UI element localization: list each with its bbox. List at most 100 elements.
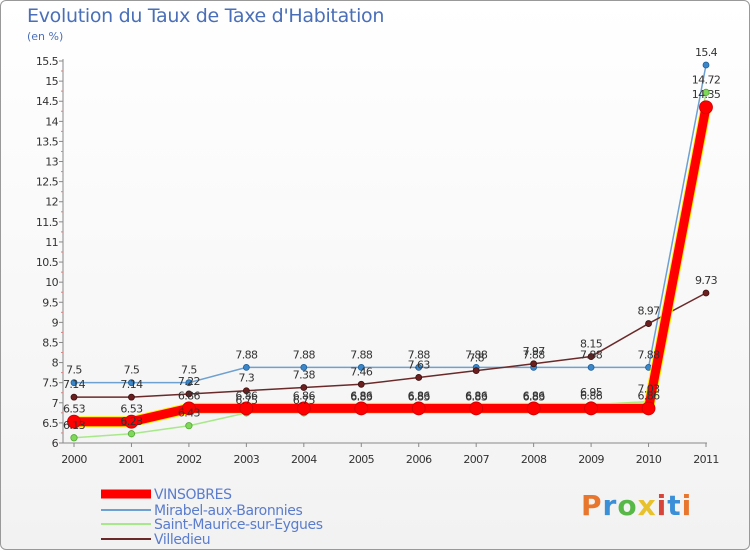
data-point [472, 367, 480, 375]
data-label: 6.53 [120, 403, 143, 416]
series-line-3 [74, 292, 707, 398]
y-tick-label: 6.5 [42, 417, 58, 430]
data-label: 14.72 [692, 73, 721, 86]
data-point [587, 353, 595, 360]
logo-letter: t [667, 489, 682, 522]
data-label: 6.86 [178, 389, 201, 402]
logo-letter: x [637, 489, 657, 522]
logo-letter: P [581, 489, 603, 522]
chart-subtitle: (en %) [27, 30, 64, 43]
x-tick-label: 2006 [406, 453, 432, 466]
data-point [699, 100, 713, 115]
y-tick-label: 11 [45, 236, 58, 249]
logo-letter: r [602, 489, 618, 522]
data-label: 6.43 [178, 407, 201, 420]
data-label: 8.15 [580, 338, 603, 351]
y-tick-label: 8 [52, 357, 59, 370]
data-label: 6.86 [408, 389, 431, 402]
data-label: 15.4 [695, 46, 718, 59]
data-label: 6.86 [465, 389, 488, 402]
y-tick-label: 12.5 [36, 176, 59, 189]
data-point [185, 379, 193, 387]
x-tick-label: 2009 [578, 453, 604, 466]
data-label: 6.75 [293, 394, 316, 407]
data-point [415, 364, 423, 371]
y-tick-label: 9 [52, 316, 59, 329]
data-label: 7.5 [124, 364, 140, 377]
data-point [587, 364, 595, 371]
x-tick-label: 2000 [61, 453, 87, 466]
legend-label: VINSOBRES [154, 487, 232, 503]
data-label: 7.03 [637, 383, 660, 396]
series-line-0 [74, 106, 711, 427]
data-point [641, 401, 656, 416]
data-label: 7.88 [637, 348, 660, 361]
data-point [702, 61, 710, 69]
x-tick-label: 2003 [234, 453, 260, 466]
chart-title: Evolution du Taux de Taxe d'Habitation [27, 5, 385, 27]
data-label: 6.83 [523, 391, 546, 404]
y-tick-label: 13 [45, 156, 58, 169]
data-label: 7.38 [293, 369, 316, 382]
y-tick-label: 15.5 [36, 55, 59, 68]
legend-label: Villedieu [154, 532, 210, 548]
data-label: 7.22 [178, 375, 200, 388]
y-tick-label: 11.5 [36, 216, 59, 229]
data-point [702, 88, 710, 96]
data-point [300, 384, 308, 391]
logo-letter: i [681, 489, 693, 522]
x-tick-label: 2007 [463, 453, 489, 466]
data-point [584, 401, 598, 416]
data-label: 6.75 [235, 394, 258, 407]
series-line-1 [74, 64, 707, 384]
data-label: 7.46 [350, 365, 373, 378]
data-point [70, 379, 78, 387]
data-label: 6.13 [63, 419, 86, 432]
data-point [357, 380, 365, 388]
y-tick-label: 15 [45, 75, 58, 88]
data-point [239, 401, 254, 416]
y-tick-label: 8.5 [42, 336, 58, 349]
data-point [185, 422, 193, 430]
data-label: 7.88 [408, 348, 431, 361]
y-tick-label: 7.5 [42, 377, 58, 390]
data-point [526, 401, 541, 416]
data-point [645, 320, 652, 327]
x-tick-label: 2010 [636, 453, 662, 466]
data-point [182, 401, 196, 416]
data-label: 8.97 [637, 305, 660, 318]
data-label: 7.8 [468, 352, 484, 365]
data-point [128, 379, 135, 387]
data-label: 7.63 [408, 358, 431, 371]
y-tick-label: 7 [52, 397, 59, 410]
x-tick-label: 2004 [291, 453, 317, 466]
data-point [357, 364, 365, 371]
x-tick-label: 2001 [119, 453, 145, 466]
data-label: 7.14 [63, 378, 86, 391]
data-point [242, 364, 250, 371]
data-label: 7.5 [181, 364, 197, 377]
y-tick-label: 12 [45, 196, 58, 209]
data-label: 14.35 [692, 88, 721, 101]
data-point [469, 401, 484, 416]
data-label: 6.23 [120, 415, 143, 428]
data-label: 7.88 [350, 348, 373, 361]
data-label: 9.73 [695, 274, 718, 287]
data-label: 7.88 [580, 348, 603, 361]
data-point [185, 390, 193, 398]
data-label: 6.86 [350, 389, 373, 402]
data-label: 6.83 [350, 391, 373, 404]
data-label: 7.3 [239, 372, 255, 385]
y-tick-label: 9.5 [42, 296, 58, 309]
data-point [70, 393, 78, 401]
data-point [242, 387, 250, 395]
data-label: 6.86 [293, 389, 316, 402]
data-label: 7.97 [523, 345, 546, 358]
series-line-vinsobres-halo [74, 106, 712, 428]
data-label: 7.88 [465, 348, 488, 361]
data-label: 6.86 [235, 389, 258, 402]
data-point [128, 393, 135, 401]
data-point [702, 289, 710, 297]
y-tick-label: 10.5 [36, 256, 59, 269]
